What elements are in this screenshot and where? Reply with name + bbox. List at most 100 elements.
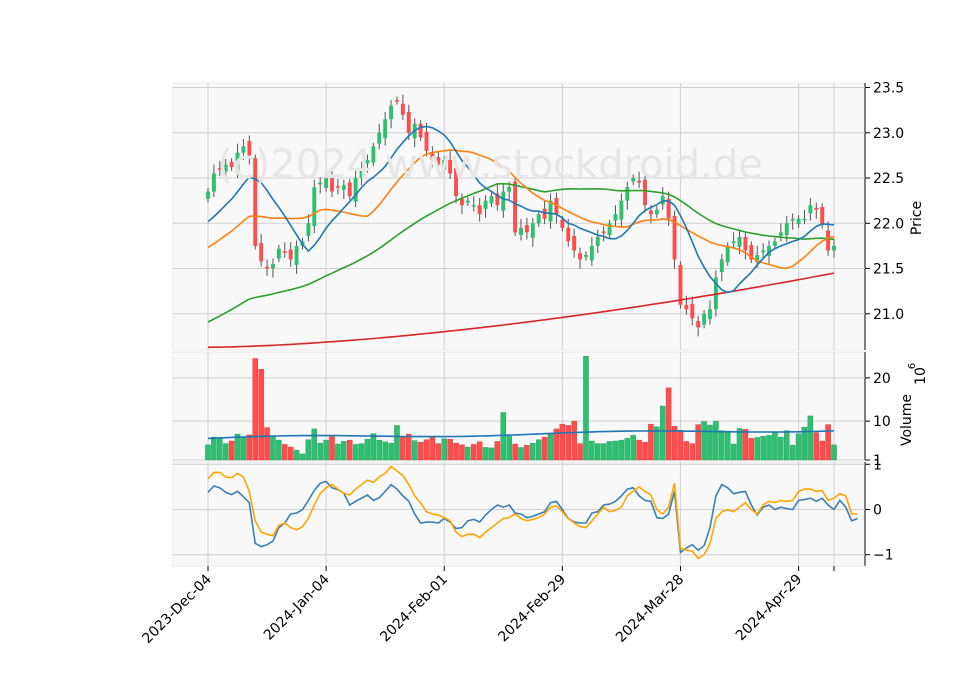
candle-down: [572, 235, 577, 251]
candle-up: [660, 196, 665, 205]
volume-bar-up: [441, 438, 447, 461]
candle-down: [448, 159, 453, 174]
oscillator-blue-line: [207, 480, 858, 554]
volume-bar-down: [400, 436, 406, 461]
volume-bar-up: [518, 447, 524, 461]
candle-up: [377, 132, 382, 144]
volume-bar-up: [211, 436, 217, 461]
volume-axis-exponent-sup: 6: [907, 363, 918, 369]
candle-down: [253, 158, 258, 246]
candle-up: [631, 178, 636, 182]
volume-bar-up: [754, 437, 760, 461]
candle-down: [259, 243, 264, 262]
candle-up: [507, 187, 512, 192]
volume-bar-up: [530, 442, 536, 461]
volume-bar-down: [683, 441, 690, 461]
candle-up: [584, 254, 588, 257]
volume-bar-up: [323, 439, 329, 461]
volume-bar-up: [341, 441, 347, 461]
candle-up: [501, 191, 506, 211]
volume-bar-down: [636, 439, 642, 461]
candle-down: [424, 131, 429, 151]
ma-slow-line: [207, 183, 835, 323]
volume-bar-down: [748, 438, 755, 461]
volume-bar-up: [766, 435, 772, 461]
price-axis-tick-label: 21.5: [873, 262, 904, 278]
volume-bar-up: [789, 445, 796, 461]
candle-up: [465, 200, 470, 203]
volume-bar-up: [795, 433, 802, 461]
volume-bar-up: [807, 415, 814, 461]
candle-down: [454, 168, 458, 197]
volume-bar-down: [258, 369, 264, 461]
volume-axis-tick-label: 20: [873, 371, 891, 387]
x-tick-label: 2024-Mar-28: [613, 572, 687, 646]
candle-down: [560, 219, 565, 228]
volume-bar-up: [465, 446, 471, 461]
volume-bar-up: [618, 439, 625, 461]
candle-down: [513, 181, 518, 233]
x-tick-label: 2023-Dec-04: [139, 571, 214, 646]
volume-bar-down: [742, 429, 749, 461]
volume-bar-up: [707, 424, 713, 461]
candle-down: [436, 157, 441, 165]
volume-bar-down: [346, 439, 353, 461]
volume-panel: 20 10 1: [172, 351, 891, 469]
candle-down: [696, 321, 701, 328]
volume-axis-tick-label: 10: [873, 414, 891, 430]
volume-bar-up: [364, 439, 371, 461]
volume-bar-down: [435, 443, 442, 461]
candle-down: [430, 153, 435, 160]
candle-up: [731, 241, 736, 244]
volume-bar-up: [388, 442, 394, 461]
volume-bar-up: [500, 412, 507, 461]
candle-up: [471, 205, 476, 207]
candle-up: [483, 200, 488, 209]
volume-bar-down: [429, 437, 436, 461]
candle-up: [654, 209, 659, 215]
volume-bar-down: [671, 426, 678, 461]
candle-down: [601, 231, 606, 233]
volume-bar-down: [524, 445, 530, 461]
volume-bar-up: [299, 453, 306, 461]
candle-up: [607, 223, 612, 236]
candle-up: [318, 182, 323, 185]
candle-up: [383, 119, 388, 139]
candle-up: [761, 250, 766, 253]
volume-axis-label: Volume: [899, 394, 915, 446]
x-tick-label: 2024-Feb-01: [377, 572, 451, 646]
candle-up: [619, 200, 624, 220]
candle-up: [359, 168, 364, 179]
volume-bar-down: [447, 439, 453, 461]
candle-up: [808, 205, 813, 214]
volume-axis-tick-label: 1: [873, 453, 882, 469]
candle-up: [206, 191, 210, 199]
volume-bar-up: [595, 443, 601, 461]
candle-up: [530, 223, 535, 238]
volume-bar-down: [819, 440, 825, 461]
candle-up: [442, 159, 447, 170]
candle-up: [519, 227, 523, 236]
candle-up: [371, 146, 376, 163]
candle-up: [294, 245, 299, 265]
volume-bar-down: [665, 387, 672, 461]
candle-down: [335, 186, 340, 188]
volume-bar-up: [713, 420, 719, 461]
volume-bar-down: [282, 444, 288, 461]
volume-bar-up: [352, 444, 359, 461]
candle-up: [312, 187, 317, 227]
candle-up: [241, 146, 246, 153]
candle-down: [542, 208, 547, 219]
candle-up: [223, 164, 228, 172]
volume-bar-up: [547, 433, 554, 461]
volume-bar-up: [311, 428, 318, 461]
candle-down: [217, 168, 222, 170]
volume-bar-up: [382, 441, 388, 461]
volume-bar-up: [376, 439, 383, 461]
volume-bar-up: [370, 433, 377, 461]
volume-bar-up: [778, 436, 784, 461]
volume-bar-up: [482, 447, 489, 461]
candle-down: [672, 216, 677, 260]
candle-down: [637, 180, 642, 183]
volume-bar-down: [577, 443, 583, 461]
